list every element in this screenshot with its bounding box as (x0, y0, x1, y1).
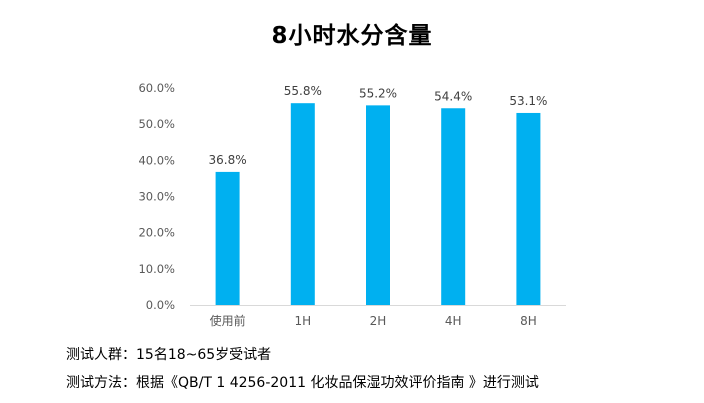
bar (215, 171, 240, 305)
y-tick-label: 20.0% (138, 226, 175, 240)
y-tick-label: 30.0% (138, 190, 175, 204)
test-method-note: 测试方法：根据《QB/T 1 4256-2011 化妆品保湿功效评价指南 》进行… (66, 375, 539, 391)
y-tick-label: 50.0% (138, 117, 175, 131)
test-subjects-note: 测试人群：15名18~65岁受试者 (66, 347, 272, 363)
bar (290, 103, 315, 305)
data-label: 53.1% (509, 94, 547, 108)
data-label: 55.2% (359, 86, 397, 100)
data-label: 36.8% (209, 153, 247, 167)
x-tick-label: 2H (370, 314, 387, 328)
data-label: 54.4% (434, 89, 472, 103)
x-tick-label: 使用前 (210, 313, 246, 328)
x-tick-label: 8H (520, 314, 537, 328)
y-tick-label: 0.0% (146, 298, 175, 312)
y-tick-label: 60.0% (138, 81, 175, 95)
x-tick-label: 1H (294, 314, 311, 328)
chart-title: 8小时水分含量 (271, 23, 433, 49)
bar (366, 105, 390, 305)
data-label: 55.8% (284, 84, 322, 98)
y-tick-label: 40.0% (138, 153, 175, 167)
x-tick-label: 4H (445, 314, 462, 328)
y-tick-label: 10.0% (138, 262, 175, 276)
bar (516, 112, 541, 305)
bar (441, 108, 466, 306)
